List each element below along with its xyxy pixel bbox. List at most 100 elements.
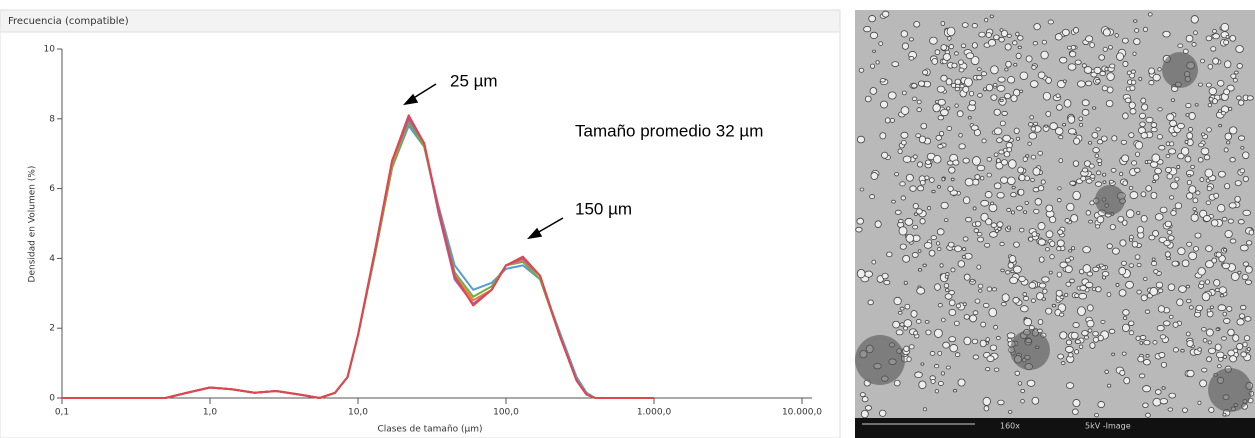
- particle: [958, 67, 965, 73]
- particle: [868, 15, 876, 23]
- particle: [1143, 276, 1148, 281]
- particle: [967, 115, 972, 120]
- particle: [1045, 111, 1052, 117]
- particle: [902, 254, 911, 263]
- particle: [899, 181, 906, 187]
- particle: [874, 220, 882, 228]
- particle: [948, 308, 957, 316]
- particle: [940, 21, 946, 26]
- particle: [1034, 198, 1043, 206]
- particle: [934, 283, 941, 291]
- particle: [976, 164, 986, 172]
- particle: [1028, 325, 1035, 331]
- particle: [1131, 240, 1139, 248]
- particle: [892, 320, 900, 329]
- particle: [1188, 185, 1197, 194]
- particle: [1221, 262, 1231, 270]
- particle: [935, 134, 943, 141]
- particle: [1069, 180, 1076, 186]
- particle: [954, 245, 962, 253]
- particle: [986, 286, 993, 292]
- particle: [1017, 35, 1024, 41]
- particle: [1017, 188, 1025, 196]
- particle: [1008, 159, 1017, 169]
- arrow: [536, 217, 564, 234]
- particle: [1032, 41, 1039, 46]
- particle: [944, 274, 949, 279]
- particle: [1133, 19, 1138, 23]
- particle: [1205, 245, 1213, 252]
- particle: [948, 44, 955, 50]
- particle: [861, 396, 869, 403]
- particle: [991, 287, 998, 292]
- annotation-arrows: [403, 83, 564, 240]
- particle: [1193, 311, 1201, 318]
- particle: [1008, 255, 1017, 263]
- particle: [974, 298, 981, 304]
- particle: [1217, 109, 1223, 113]
- particle: [1047, 19, 1054, 25]
- particle: [1198, 82, 1203, 87]
- particle: [1224, 183, 1231, 190]
- particle: [1140, 191, 1147, 198]
- particle: [1207, 340, 1212, 345]
- particle: [1107, 383, 1112, 388]
- y-tick-label: 6: [49, 184, 55, 194]
- particle: [1157, 305, 1166, 313]
- particle: [1246, 95, 1254, 101]
- particle: [1102, 28, 1111, 37]
- particle: [945, 78, 953, 86]
- particle: [977, 236, 984, 243]
- particle: [917, 268, 923, 272]
- particle: [968, 90, 975, 97]
- particle: [954, 86, 961, 92]
- particle: [1000, 159, 1008, 166]
- particle: [1193, 246, 1200, 252]
- particle: [1015, 31, 1020, 37]
- particle: [1136, 226, 1145, 234]
- particle: [879, 100, 889, 109]
- particle: [1025, 55, 1033, 63]
- particle: [1122, 316, 1128, 321]
- particle: [1139, 341, 1144, 345]
- particle: [929, 177, 935, 183]
- particle: [1217, 79, 1225, 87]
- particle: [919, 218, 926, 225]
- particle: [1037, 185, 1045, 192]
- particle: [1086, 304, 1094, 312]
- particle: [1031, 231, 1038, 237]
- particle: [944, 293, 953, 300]
- particle: [1003, 151, 1011, 158]
- particle: [1012, 40, 1018, 46]
- particle: [1106, 292, 1112, 297]
- particle: [1174, 176, 1180, 182]
- particle: [894, 209, 902, 215]
- particle: [952, 159, 960, 166]
- particle: [1237, 219, 1245, 225]
- particle: [1108, 179, 1114, 184]
- particle: [995, 335, 1001, 341]
- particle: [1177, 43, 1184, 48]
- particle: [1146, 159, 1153, 164]
- particle: [904, 303, 911, 310]
- annotation: Tamaño promedio 32 µm: [575, 121, 763, 140]
- particle: [1228, 106, 1233, 111]
- particle: [1010, 94, 1018, 103]
- particle: [1010, 192, 1017, 198]
- particle: [1082, 167, 1089, 173]
- particle: [1065, 281, 1072, 287]
- particle: [1185, 113, 1190, 117]
- x-tick-label: 1.000,0: [637, 408, 672, 418]
- particle: [986, 156, 993, 162]
- particle: [1010, 269, 1015, 274]
- particle: [1194, 232, 1202, 239]
- particle: [1135, 151, 1140, 157]
- particle: [1022, 296, 1030, 301]
- particle: [1057, 229, 1064, 235]
- particle: [1037, 150, 1043, 156]
- cluster: [855, 335, 905, 385]
- particle: [1077, 80, 1086, 88]
- particle: [1228, 126, 1238, 135]
- particle: [1154, 167, 1162, 175]
- particle: [869, 63, 876, 69]
